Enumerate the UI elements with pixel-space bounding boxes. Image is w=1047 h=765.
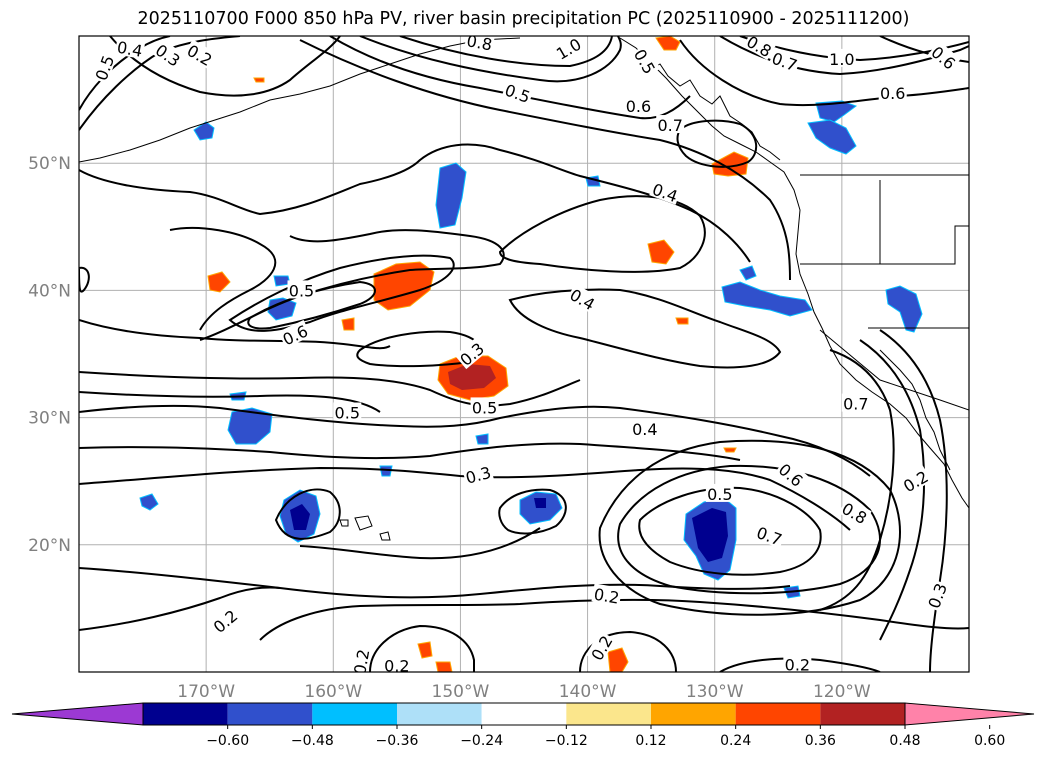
lat-tick-label: 50°N <box>28 154 71 174</box>
svg-text:0.2: 0.2 <box>785 655 810 674</box>
axis-labels: 170°W 160°W 150°W 140°W 130°W 120°W 50°N 40°N 30… <box>28 154 871 702</box>
precip-patches <box>139 36 923 672</box>
colorbar-box <box>566 703 651 725</box>
precip-patch-pos <box>207 271 231 293</box>
precip-patch-neg <box>721 281 813 317</box>
contour-labels: 0.50.4 0.3 0.2 0.80.51.0 0.50.60.70.80.7 1.00… <box>90 31 961 676</box>
colorbar-tick-label: −0.48 <box>291 733 334 749</box>
lat-tick-label: 20°N <box>28 536 71 556</box>
colorbar-extend-high <box>904 702 1035 726</box>
svg-text:0.7: 0.7 <box>657 116 682 135</box>
colorbar-tick-label: 0.60 <box>974 733 1005 749</box>
colorbar-tick-label: −0.12 <box>545 733 588 749</box>
svg-text:0.2: 0.2 <box>350 648 373 676</box>
colorbar-box <box>481 703 567 725</box>
precip-patch-neg <box>739 265 757 281</box>
lat-tick-label: 40°N <box>28 281 71 301</box>
svg-text:0.5: 0.5 <box>472 398 497 417</box>
colorbar-tick-label: 0.48 <box>889 733 920 749</box>
contour-label: 0.2 <box>348 646 373 676</box>
colorbar-box <box>820 703 905 725</box>
colorbar-tick-label: 0.12 <box>635 733 666 749</box>
map-title: 2025110700 F000 850 hPa PV, river basin … <box>137 9 910 29</box>
contour-label: 0.5 <box>287 280 316 300</box>
precip-patch-neg <box>475 433 489 445</box>
precip-patch-neg <box>139 493 159 511</box>
precip-patch-pos <box>341 317 355 331</box>
svg-text:1.0: 1.0 <box>829 50 854 69</box>
colorbar-box <box>735 703 821 725</box>
contour-label: 0.7 <box>841 393 870 414</box>
precip-patch-pos <box>647 239 675 265</box>
contour-label: 0.7 <box>656 115 685 135</box>
precip-patch-pos <box>711 151 749 177</box>
colorbar-box <box>312 703 397 725</box>
colorbar-tick-label: 0.36 <box>805 733 836 749</box>
colorbar-box <box>143 703 228 725</box>
map-plot-area: 0.50.4 0.3 0.2 0.80.51.0 0.50.60.70.80.7 1.00… <box>79 31 969 676</box>
coastlines <box>79 37 969 541</box>
svg-text:0.4: 0.4 <box>632 420 657 439</box>
precip-patch-pos-strong <box>448 364 496 390</box>
colorbar-tick-label: −0.36 <box>376 733 419 749</box>
precip-patch-neg-strong <box>290 504 310 530</box>
colorbar-frame <box>142 702 906 726</box>
precip-patch-neg <box>227 407 273 445</box>
precip-patch-pos <box>435 661 453 672</box>
precip-patch-pos <box>723 447 737 453</box>
svg-text:0.6: 0.6 <box>880 84 905 103</box>
precip-patch-pos <box>253 77 265 83</box>
svg-text:0.5: 0.5 <box>289 281 314 300</box>
svg-text:0.4: 0.4 <box>116 38 144 61</box>
colorbar-box <box>227 703 313 725</box>
contour-label: 0.5 <box>470 397 499 417</box>
svg-text:0.5: 0.5 <box>707 485 732 504</box>
precip-patch-neg <box>379 465 393 477</box>
contour-label: 0.6 <box>624 95 653 116</box>
svg-text:0.2: 0.2 <box>384 657 409 676</box>
contour-label: 0.6 <box>878 83 907 103</box>
lon-tick-label: 120°W <box>813 682 871 702</box>
plot-frame <box>78 35 970 673</box>
precip-patch-pos <box>675 317 689 325</box>
precip-patch-pos <box>607 647 629 672</box>
svg-text:0.5: 0.5 <box>335 404 360 423</box>
precip-patch-neg-strong <box>534 498 546 508</box>
contour-label: 0.4 <box>114 36 146 61</box>
contour-label: 0.2 <box>591 583 623 608</box>
contour-label: 0.4 <box>566 283 600 314</box>
precip-patch-neg <box>815 100 858 123</box>
lon-tick-label: 130°W <box>686 682 744 702</box>
colorbar-tick-label: 0.24 <box>720 733 751 749</box>
colorbar-extend-low <box>11 702 144 726</box>
colorbar-tick-label: −0.24 <box>460 733 503 749</box>
lon-tick-label: 160°W <box>304 682 362 702</box>
lon-tick-label: 140°W <box>559 682 617 702</box>
lat-tick-label: 30°N <box>28 409 71 429</box>
colorbar-box <box>397 703 482 725</box>
lon-tick-label: 150°W <box>432 682 490 702</box>
precip-patch-pos <box>417 641 433 659</box>
contour-label: 1.0 <box>827 48 856 69</box>
colorbar: −0.60 −0.48 −0.36 −0.24 −0.12 0.12 0.24 0.36 0.4… <box>11 702 1035 749</box>
precip-patch-neg <box>807 119 857 155</box>
precip-patch-neg-strong <box>692 508 728 562</box>
contour-label: 0.5 <box>705 483 734 504</box>
contour-label: 0.5 <box>333 402 362 423</box>
colorbar-box <box>651 703 736 725</box>
precip-patch-neg <box>885 285 923 333</box>
contour-label: 0.8 <box>464 31 496 54</box>
colorbar-tick-label: −0.60 <box>206 733 249 749</box>
svg-text:0.2: 0.2 <box>592 585 620 608</box>
svg-text:0.7: 0.7 <box>843 395 868 414</box>
contour-label: 0.2 <box>783 654 812 674</box>
svg-text:0.8: 0.8 <box>465 31 493 54</box>
precip-patch-neg <box>435 162 467 229</box>
lon-tick-label: 170°W <box>177 682 235 702</box>
precip-patch-neg <box>267 297 297 321</box>
contour-label: 0.4 <box>630 419 659 439</box>
svg-text:0.6: 0.6 <box>626 97 651 116</box>
contour-label: 0.2 <box>382 655 411 676</box>
